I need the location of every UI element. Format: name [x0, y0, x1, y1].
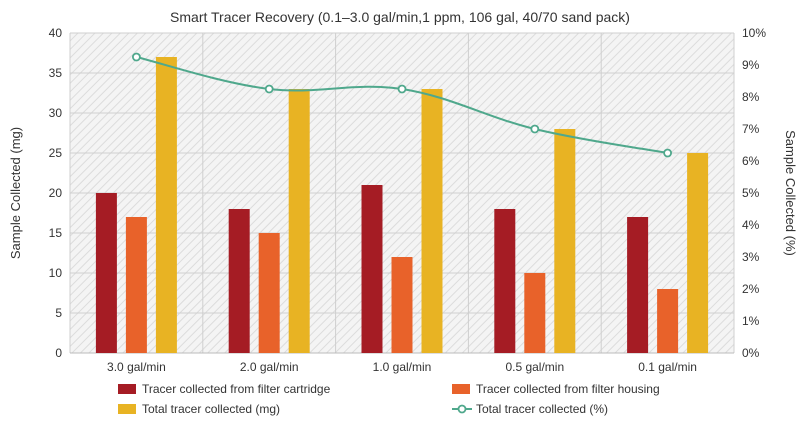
bar [228, 209, 250, 353]
y-tick-label-left: 0 [55, 346, 62, 360]
x-axis-ticks: 3.0 gal/min 2.0 gal/min 1.0 gal/min 0.5 gal… [107, 360, 697, 374]
bar [494, 209, 516, 353]
y-tick-label-right: 1% [742, 314, 760, 328]
y-tick-label-right: 10% [742, 26, 766, 40]
x-tick-label: 1.0 gal/min [373, 360, 432, 374]
bars [95, 57, 709, 353]
y-tick-label-left: 35 [49, 66, 63, 80]
line-point [131, 52, 141, 62]
bar [627, 217, 649, 353]
y-tick-label-right: 5% [742, 186, 760, 200]
legend-label: Tracer collected from filter cartridge [142, 382, 331, 396]
y-tick-label-right: 4% [742, 218, 760, 232]
bar [155, 57, 177, 353]
line-point [397, 84, 407, 94]
chart-title: Smart Tracer Recovery (0.1–3.0 gal/min,1… [170, 9, 630, 25]
y-tick-label-right: 7% [742, 122, 760, 136]
line-point [530, 124, 540, 134]
y-axis-right-ticks: 0% 1% 2% 3% 4% 5% 6% 7% 8% 9% 10% [742, 26, 766, 360]
bar [687, 153, 709, 353]
y-tick-label-left: 10 [49, 266, 63, 280]
bar [361, 185, 383, 353]
bar [421, 89, 443, 353]
legend-swatch [452, 384, 470, 394]
bar [657, 289, 679, 353]
y-tick-label-left: 15 [49, 226, 63, 240]
bar [288, 89, 310, 353]
y-tick-label-left: 25 [49, 146, 63, 160]
bar [125, 217, 147, 353]
y-tick-label-right: 8% [742, 90, 760, 104]
y-tick-label-right: 6% [742, 154, 760, 168]
bar [554, 129, 576, 353]
y-tick-label-left: 20 [49, 186, 63, 200]
bar [391, 257, 413, 353]
legend-label: Total tracer collected (%) [476, 402, 608, 416]
x-tick-label: 3.0 gal/min [107, 360, 166, 374]
legend-swatch [118, 404, 136, 414]
y-axis-right-label: Sample Collected (%) [783, 130, 798, 256]
y-axis-left-ticks: 0 5 10 15 20 25 30 35 40 [49, 26, 63, 360]
y-tick-label-right: 2% [742, 282, 760, 296]
bar [95, 193, 117, 353]
y-tick-label-left: 30 [49, 106, 63, 120]
y-tick-label-left: 40 [49, 26, 63, 40]
x-tick-label: 0.5 gal/min [505, 360, 564, 374]
x-tick-label: 0.1 gal/min [638, 360, 697, 374]
x-tick-label: 2.0 gal/min [240, 360, 299, 374]
legend: Tracer collected from filter cartridge Tr… [118, 382, 660, 416]
y-tick-label-right: 3% [742, 250, 760, 264]
y-tick-label-left: 5 [55, 306, 62, 320]
legend-label: Tracer collected from filter housing [476, 382, 660, 396]
legend-swatch-marker [457, 404, 467, 414]
legend-swatch [118, 384, 136, 394]
line-series [131, 52, 672, 158]
y-tick-label-right: 0% [742, 346, 760, 360]
y-axis-left-label: Sample Collected (mg) [8, 127, 23, 259]
bar [258, 233, 280, 353]
line-point [663, 148, 672, 158]
legend-label: Total tracer collected (mg) [142, 402, 280, 416]
bar [524, 273, 546, 353]
line-point [264, 84, 274, 94]
y-tick-label-right: 9% [742, 58, 760, 72]
